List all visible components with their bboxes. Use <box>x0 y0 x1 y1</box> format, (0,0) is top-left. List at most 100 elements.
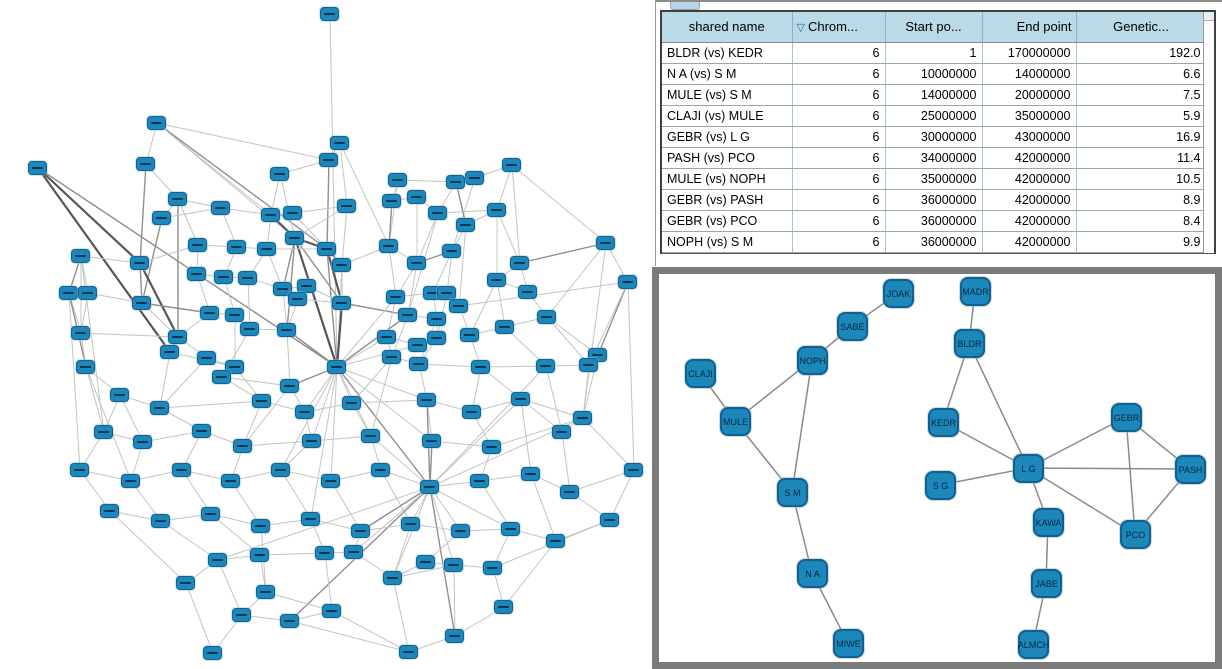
table-row[interactable]: N A (vs) S M 6 10000000 14000000 6.6 <box>662 63 1207 85</box>
network-node[interactable] <box>560 485 579 499</box>
network-node[interactable] <box>386 290 405 304</box>
network-node[interactable] <box>321 474 340 488</box>
network-node[interactable] <box>188 238 207 252</box>
network-node[interactable] <box>261 208 280 222</box>
network-node[interactable] <box>203 646 222 660</box>
network-node[interactable] <box>227 240 246 254</box>
network-node[interactable] <box>382 350 401 364</box>
network-node[interactable] <box>344 545 363 559</box>
network-node-claji[interactable]: CLAJI <box>685 359 716 388</box>
network-node[interactable] <box>252 394 271 408</box>
column-header-startpo[interactable]: Start po... <box>885 12 983 43</box>
network-node[interactable] <box>132 296 151 310</box>
network-node[interactable] <box>332 296 351 310</box>
network-node[interactable] <box>225 308 244 322</box>
network-node[interactable] <box>449 299 468 313</box>
network-node[interactable] <box>277 323 296 337</box>
network-node[interactable] <box>70 463 89 477</box>
network-node-madr[interactable]: MADR <box>960 277 991 306</box>
table-row[interactable]: NOPH (vs) S M 6 36000000 42000000 9.9 <box>662 231 1207 253</box>
network-node[interactable] <box>471 360 490 374</box>
network-node[interactable] <box>408 338 427 352</box>
network-node-sm[interactable]: S M <box>777 478 808 507</box>
network-node[interactable] <box>618 275 637 289</box>
network-node[interactable] <box>456 218 475 232</box>
network-node[interactable] <box>401 517 420 531</box>
network-node[interactable] <box>221 474 240 488</box>
network-node[interactable] <box>462 405 481 419</box>
network-node[interactable] <box>250 548 269 562</box>
network-node[interactable] <box>28 161 47 175</box>
network-node[interactable] <box>280 379 299 393</box>
network-node-noph[interactable]: NOPH <box>797 346 828 375</box>
network-node[interactable] <box>327 360 346 374</box>
network-node[interactable] <box>537 310 556 324</box>
table-row[interactable]: GEBR (vs) PCO 6 36000000 42000000 8.4 <box>662 210 1207 232</box>
network-node[interactable] <box>121 474 140 488</box>
table-row[interactable]: GEBR (vs) PASH 6 36000000 42000000 8.9 <box>662 189 1207 211</box>
network-node[interactable] <box>212 370 231 384</box>
network-node[interactable] <box>422 434 441 448</box>
network-node[interactable] <box>417 393 436 407</box>
network-node[interactable] <box>192 424 211 438</box>
network-node[interactable] <box>110 388 129 402</box>
network-node[interactable] <box>446 175 465 189</box>
network-node-pco[interactable]: PCO <box>1120 520 1151 549</box>
network-node[interactable] <box>579 358 598 372</box>
filter-icon[interactable]: ▽ <box>796 22 805 35</box>
network-node[interactable] <box>232 608 251 622</box>
network-node[interactable] <box>502 158 521 172</box>
network-node[interactable] <box>151 514 170 528</box>
network-node[interactable] <box>351 524 370 538</box>
network-node[interactable] <box>451 524 470 538</box>
network-node[interactable] <box>285 231 304 245</box>
network-node-gebr[interactable]: GEBR <box>1111 403 1142 432</box>
network-node[interactable] <box>295 405 314 419</box>
network-node[interactable] <box>420 480 439 494</box>
network-node-bldr[interactable]: BLDR <box>954 329 985 358</box>
network-node[interactable] <box>130 256 149 270</box>
table-row[interactable]: CLAJI (vs) MULE 6 25000000 35000000 5.9 <box>662 105 1207 127</box>
network-node[interactable] <box>315 546 334 560</box>
network-node[interactable] <box>147 116 166 130</box>
column-header-chrom[interactable]: ▽ Chrom... <box>792 12 886 43</box>
network-node[interactable] <box>78 286 97 300</box>
network-node-almch[interactable]: ALMCH <box>1018 630 1049 659</box>
network-node[interactable] <box>483 561 502 575</box>
network-node[interactable] <box>160 345 179 359</box>
network-node[interactable] <box>76 360 95 374</box>
network-node[interactable] <box>495 320 514 334</box>
network-node[interactable] <box>487 273 506 287</box>
network-node[interactable] <box>521 467 540 481</box>
network-node[interactable] <box>251 519 270 533</box>
network-node[interactable] <box>317 242 336 256</box>
network-node[interactable] <box>71 326 90 340</box>
network-node[interactable] <box>536 359 555 373</box>
network-node[interactable] <box>487 203 506 217</box>
network-node[interactable] <box>172 463 191 477</box>
network-node[interactable] <box>270 167 289 181</box>
network-node[interactable] <box>176 576 195 590</box>
network-node[interactable] <box>361 429 380 443</box>
network-node[interactable] <box>280 614 299 628</box>
table-row[interactable]: BLDR (vs) KEDR 6 1 170000000 192.0 <box>662 42 1207 64</box>
network-node[interactable] <box>596 236 615 250</box>
network-node-pash[interactable]: PASH <box>1175 455 1206 484</box>
network-node-mule[interactable]: MULE <box>720 407 751 436</box>
network-node[interactable] <box>437 286 456 300</box>
network-node[interactable] <box>256 585 275 599</box>
network-node[interactable] <box>168 192 187 206</box>
table-row[interactable]: PASH (vs) PCO 6 34000000 42000000 11.4 <box>662 147 1207 169</box>
network-node-jabe[interactable]: JABE <box>1031 569 1062 598</box>
network-node[interactable] <box>288 292 307 306</box>
network-node[interactable] <box>501 522 520 536</box>
network-node[interactable] <box>379 239 398 253</box>
network-node[interactable] <box>233 439 252 453</box>
scroll-up-button[interactable] <box>1204 12 1214 21</box>
network-node[interactable] <box>428 206 447 220</box>
network-node[interactable] <box>152 211 171 225</box>
network-node-miwe[interactable]: MIWE <box>833 629 864 658</box>
network-node[interactable] <box>302 434 321 448</box>
network-node-kawa[interactable]: KAWA <box>1033 508 1064 537</box>
network-node[interactable] <box>301 512 320 526</box>
